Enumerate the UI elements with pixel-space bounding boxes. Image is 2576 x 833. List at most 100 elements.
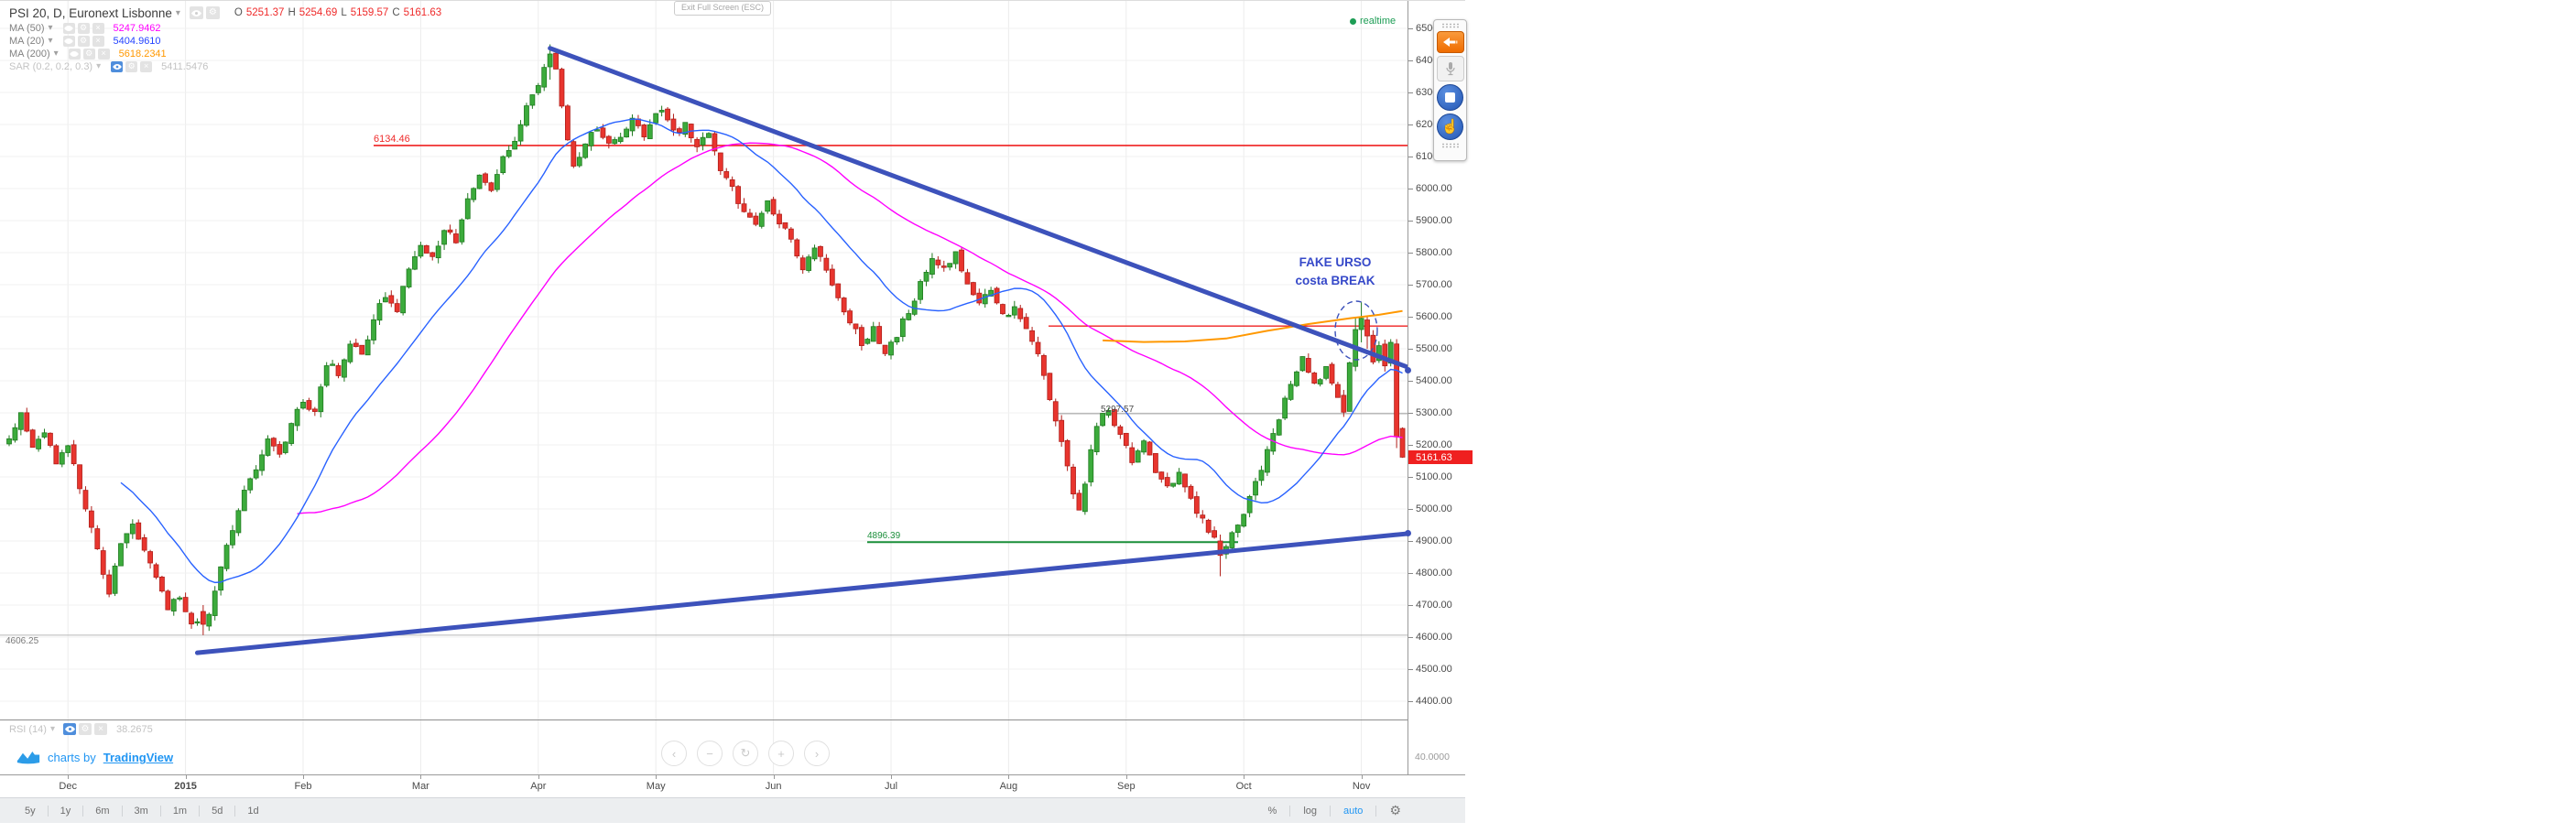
close-icon[interactable]: × xyxy=(92,35,104,47)
candle-body xyxy=(976,292,983,304)
candle-body xyxy=(612,139,618,145)
price-tick-label: 5500.00 xyxy=(1408,342,1452,355)
indicator-row-sar[interactable]: SAR (0.2, 0.2, 0.3) ▾ ⚙ × 5411.5476 xyxy=(9,60,441,72)
zoom-out-button[interactable]: − xyxy=(697,741,723,766)
range-button-3m[interactable]: 3m xyxy=(134,805,148,817)
eye-icon[interactable] xyxy=(111,60,124,72)
trendline-handle[interactable] xyxy=(1405,530,1411,536)
chart-canvas[interactable] xyxy=(0,1,1408,774)
candle-body xyxy=(447,229,453,233)
indicator-label: SAR (0.2, 0.2, 0.3) xyxy=(9,60,93,72)
indicator-row-ma20[interactable]: MA (20) ▾ ⚙ × 5404.9610 xyxy=(9,35,441,47)
gear-icon[interactable]: ⚙ xyxy=(79,723,92,735)
range-button-5d[interactable]: 5d xyxy=(212,805,223,817)
indicator-row-ma200[interactable]: MA (200) ▾ ⚙ × 5618.2341 xyxy=(9,48,441,60)
microphone-button[interactable] xyxy=(1436,56,1464,81)
time-tick-label: Jun xyxy=(765,781,782,792)
stop-button[interactable] xyxy=(1437,84,1463,111)
candle-body xyxy=(412,256,418,270)
hline-label-6134[interactable]: 6134.46 xyxy=(374,134,410,145)
drag-handle[interactable] xyxy=(1440,23,1460,28)
divider xyxy=(159,805,161,817)
back-arrow-button[interactable] xyxy=(1436,31,1464,53)
reset-chart-button[interactable]: ↻ xyxy=(733,741,758,766)
hline-label-4896[interactable]: 4896.39 xyxy=(867,531,901,541)
auto-scale-button[interactable]: auto xyxy=(1343,805,1364,817)
gear-icon[interactable]: ⚙ xyxy=(205,6,220,19)
candle-body xyxy=(735,186,741,204)
candle-body xyxy=(476,174,483,189)
candle-body xyxy=(847,310,853,324)
eye-icon[interactable] xyxy=(189,6,203,19)
close-icon[interactable]: × xyxy=(97,48,110,60)
candle-body xyxy=(1317,379,1323,384)
range-button-6m[interactable]: 6m xyxy=(95,805,110,817)
time-axis[interactable]: Dec 2015 Feb Mar Apr May Jun Jul Aug Sep Oct Nov xyxy=(0,775,1465,797)
gear-icon[interactable]: ⚙ xyxy=(77,35,90,47)
candle-body xyxy=(535,85,541,93)
zoom-in-button[interactable]: + xyxy=(768,741,794,766)
gear-icon[interactable]: ⚙ xyxy=(82,48,95,60)
close-icon[interactable]: × xyxy=(92,22,104,34)
candle-body xyxy=(170,599,177,611)
candle-body xyxy=(859,327,864,346)
price-tick-label: 5900.00 xyxy=(1408,214,1452,227)
scroll-right-button[interactable]: › xyxy=(804,741,830,766)
close-icon[interactable]: × xyxy=(94,723,107,735)
candle-body xyxy=(1029,330,1035,342)
divider xyxy=(121,805,123,817)
gear-icon[interactable]: ⚙ xyxy=(1389,803,1401,817)
percent-scale-button[interactable]: % xyxy=(1267,805,1277,817)
range-button-1y[interactable]: 1y xyxy=(60,805,71,817)
candle-body xyxy=(429,252,436,257)
pane-separator[interactable] xyxy=(0,719,1465,720)
candle-body xyxy=(1100,413,1106,427)
tradingview-link[interactable]: TradingView xyxy=(103,751,174,764)
scroll-left-button[interactable]: ‹ xyxy=(661,741,687,766)
gear-icon[interactable]: ⚙ xyxy=(125,60,138,72)
exit-fullscreen-button[interactable]: Exit Full Screen (ESC) xyxy=(674,1,772,16)
range-button-1m[interactable]: 1m xyxy=(172,805,188,817)
annotation-fake-urso[interactable]: FAKE URSO costa BREAK xyxy=(1295,255,1375,287)
candle-body xyxy=(1264,449,1270,473)
open-value: 5251.37 xyxy=(245,7,285,18)
log-scale-button[interactable]: log xyxy=(1303,805,1318,817)
candle-body xyxy=(100,550,106,575)
gear-icon[interactable]: ⚙ xyxy=(77,22,90,34)
close-icon[interactable]: × xyxy=(140,60,153,72)
candle-body xyxy=(712,133,718,152)
range-button-5y[interactable]: 5y xyxy=(25,805,36,817)
candle-body xyxy=(1364,319,1370,337)
hline-label-4606[interactable]: 4606.25 xyxy=(5,636,39,646)
eye-icon[interactable] xyxy=(63,723,76,735)
candle-body xyxy=(347,343,353,362)
stop-icon xyxy=(1445,92,1455,103)
symbol-title[interactable]: PSI 20, D, Euronext Lisbonne xyxy=(9,5,172,20)
eye-icon[interactable] xyxy=(68,48,81,60)
eye-icon[interactable] xyxy=(62,22,75,34)
realtime-badge: realtime xyxy=(1350,16,1396,27)
candle-body xyxy=(323,365,330,386)
hline-label-5297[interactable]: 5297.57 xyxy=(1101,405,1135,415)
eye-icon[interactable] xyxy=(62,35,75,47)
hand-click-button[interactable]: ☝ xyxy=(1437,114,1463,140)
extension-toolbar: ☝ xyxy=(1433,19,1467,161)
candle-body xyxy=(406,268,412,287)
candle-body xyxy=(1017,308,1024,319)
candle-body xyxy=(1241,514,1247,527)
indicator-row-rsi[interactable]: RSI (14) ▾ ⚙ × 38.2675 xyxy=(9,723,153,735)
chevron-down-icon: ▾ xyxy=(53,49,59,59)
trendline-handle[interactable] xyxy=(1405,367,1411,373)
candle-body xyxy=(1147,441,1153,456)
range-button-1d[interactable]: 1d xyxy=(247,805,259,817)
candle-body xyxy=(36,438,41,449)
drag-handle[interactable] xyxy=(1440,143,1460,148)
ma20-line xyxy=(120,118,1403,584)
candle-body xyxy=(212,590,218,616)
indicator-row-ma50[interactable]: MA (50) ▾ ⚙ × 5247.9462 xyxy=(9,22,441,34)
candle-body xyxy=(218,566,224,591)
price-tick-label: 5700.00 xyxy=(1408,278,1452,291)
candle-body xyxy=(247,478,254,491)
candle-body xyxy=(529,94,536,106)
candle-body xyxy=(600,127,606,138)
